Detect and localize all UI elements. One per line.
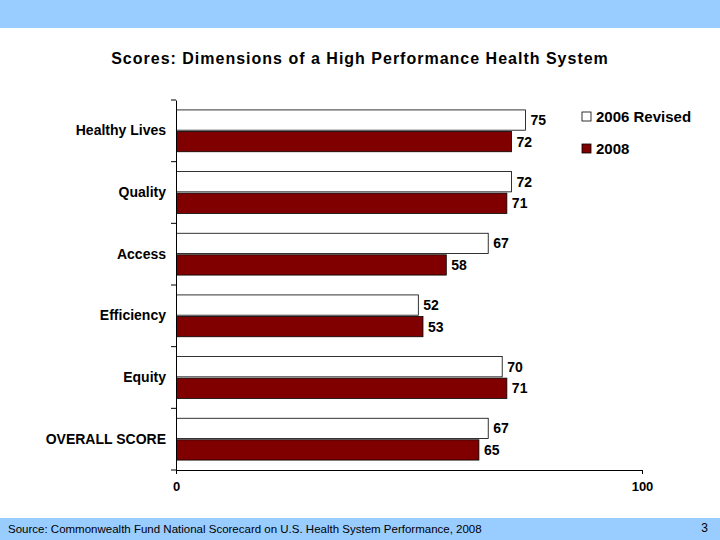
y-tick: Efficiency bbox=[100, 307, 176, 323]
bar-series bbox=[176, 131, 512, 460]
data-label: 72 bbox=[517, 134, 533, 150]
category-label: OVERALL SCORE bbox=[46, 431, 166, 447]
header-band bbox=[0, 0, 720, 28]
y-tick: OVERALL SCORE bbox=[46, 431, 176, 447]
bars bbox=[176, 110, 526, 460]
bar-series bbox=[176, 110, 526, 439]
source-note: Source: Commonwealth Fund National Score… bbox=[8, 523, 482, 535]
category-separator bbox=[171, 346, 176, 347]
bar bbox=[176, 440, 479, 460]
y-axis: Healthy Lives Quality Access Efficiency Equi… bbox=[46, 101, 177, 471]
y-tick: Equity bbox=[123, 369, 176, 385]
bar bbox=[176, 295, 418, 315]
bar bbox=[176, 233, 488, 253]
category-separator bbox=[171, 470, 176, 471]
data-label: 65 bbox=[484, 442, 500, 458]
footer-band bbox=[0, 518, 720, 540]
data-labels: 75 72 67 52 70 67 72 71 58 53 71 65 bbox=[423, 112, 546, 458]
category-label: Access bbox=[117, 246, 166, 262]
category-label: Efficiency bbox=[100, 307, 166, 323]
category-separator bbox=[171, 161, 176, 162]
bar bbox=[176, 418, 488, 438]
data-label: 70 bbox=[507, 359, 523, 375]
title: Scores: Dimensions of a High Performance… bbox=[111, 50, 609, 67]
data-label: 52 bbox=[423, 297, 439, 313]
data-label: 71 bbox=[512, 195, 528, 211]
y-tick: Quality bbox=[119, 184, 176, 200]
y-tick: Access bbox=[117, 246, 176, 262]
category-separator bbox=[171, 100, 176, 101]
bar bbox=[176, 172, 512, 192]
x-axis: 0 100 bbox=[173, 470, 653, 494]
legend-label: 2008 bbox=[596, 140, 629, 157]
category-separator bbox=[171, 408, 176, 409]
bar bbox=[176, 357, 502, 377]
data-label: 58 bbox=[451, 257, 467, 273]
data-label: 67 bbox=[493, 420, 509, 436]
x-tick-line bbox=[176, 470, 177, 474]
bar bbox=[176, 255, 446, 275]
bar bbox=[176, 378, 507, 398]
y-tick: Healthy Lives bbox=[76, 122, 176, 138]
page-number: 3 bbox=[701, 521, 708, 535]
x-tick: 100 bbox=[632, 470, 654, 494]
data-label: 72 bbox=[517, 174, 533, 190]
bar bbox=[176, 193, 507, 213]
data-label: 53 bbox=[428, 319, 444, 335]
bar bbox=[176, 131, 512, 151]
x-tick-label: 0 bbox=[173, 479, 180, 494]
bar bbox=[176, 316, 423, 336]
x-tick: 0 bbox=[173, 470, 180, 494]
category-label: Equity bbox=[123, 369, 166, 385]
category-label: Quality bbox=[119, 184, 167, 200]
x-tick-line bbox=[642, 470, 643, 474]
legend: 2006 Revised 2008 bbox=[582, 108, 691, 157]
x-tick-label: 100 bbox=[632, 479, 654, 494]
x-axis-line bbox=[177, 471, 643, 475]
chart: Scores: Dimensions of a High Performance… bbox=[0, 0, 720, 540]
legend-swatch bbox=[582, 112, 591, 121]
legend-swatch bbox=[582, 144, 591, 153]
category-separator bbox=[171, 285, 176, 286]
category-label: Healthy Lives bbox=[76, 122, 166, 138]
legend-label: 2006 Revised bbox=[596, 108, 691, 125]
y-axis-line bbox=[176, 101, 177, 471]
data-label: 71 bbox=[512, 380, 528, 396]
data-label: 75 bbox=[531, 112, 547, 128]
category-separator bbox=[171, 223, 176, 224]
bar bbox=[176, 110, 526, 130]
data-label: 67 bbox=[493, 235, 509, 251]
